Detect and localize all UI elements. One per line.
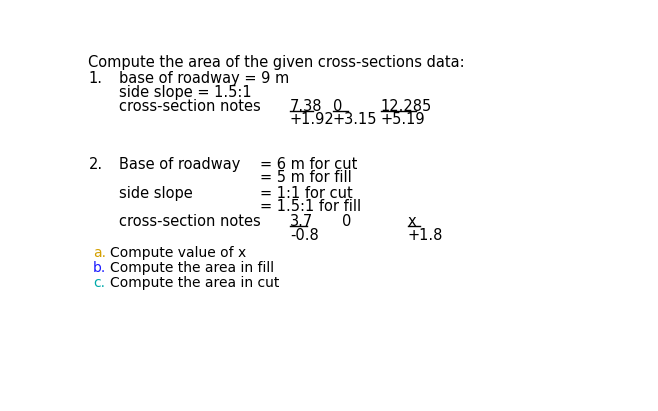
Text: 3.7: 3.7 [290,214,313,229]
Text: +3.15: +3.15 [332,113,377,127]
Text: x: x [408,214,417,229]
Text: = 1:1 for cut: = 1:1 for cut [261,186,353,201]
Text: Base of roadway: Base of roadway [120,157,241,172]
Text: = 6 m for cut: = 6 m for cut [261,157,358,172]
Text: cross-section notes: cross-section notes [120,214,261,229]
Text: c.: c. [93,277,105,291]
Text: 2.: 2. [88,157,103,172]
Text: = 5 m for fill: = 5 m for fill [261,170,352,185]
Text: -0.8: -0.8 [290,228,318,243]
Text: 0: 0 [332,99,342,113]
Text: 1.: 1. [88,71,103,86]
Text: = 1.5:1 for fill: = 1.5:1 for fill [261,199,362,214]
Text: 7.38: 7.38 [290,99,322,113]
Text: Compute the area in cut: Compute the area in cut [110,277,280,291]
Text: 12.285: 12.285 [380,99,432,113]
Text: Compute value of x: Compute value of x [110,246,246,260]
Text: side slope = 1.5:1: side slope = 1.5:1 [120,85,252,100]
Text: side slope: side slope [120,186,193,201]
Text: +1.92: +1.92 [290,113,335,127]
Text: Compute the area of the given cross-sections data:: Compute the area of the given cross-sect… [88,55,465,70]
Text: b.: b. [93,261,107,275]
Text: Compute the area in fill: Compute the area in fill [110,261,274,275]
Text: 0: 0 [342,214,351,229]
Text: cross-section notes: cross-section notes [120,99,261,113]
Text: a.: a. [93,246,106,260]
Text: +1.8: +1.8 [408,228,443,243]
Text: +5.19: +5.19 [380,113,425,127]
Text: base of roadway = 9 m: base of roadway = 9 m [120,71,290,86]
